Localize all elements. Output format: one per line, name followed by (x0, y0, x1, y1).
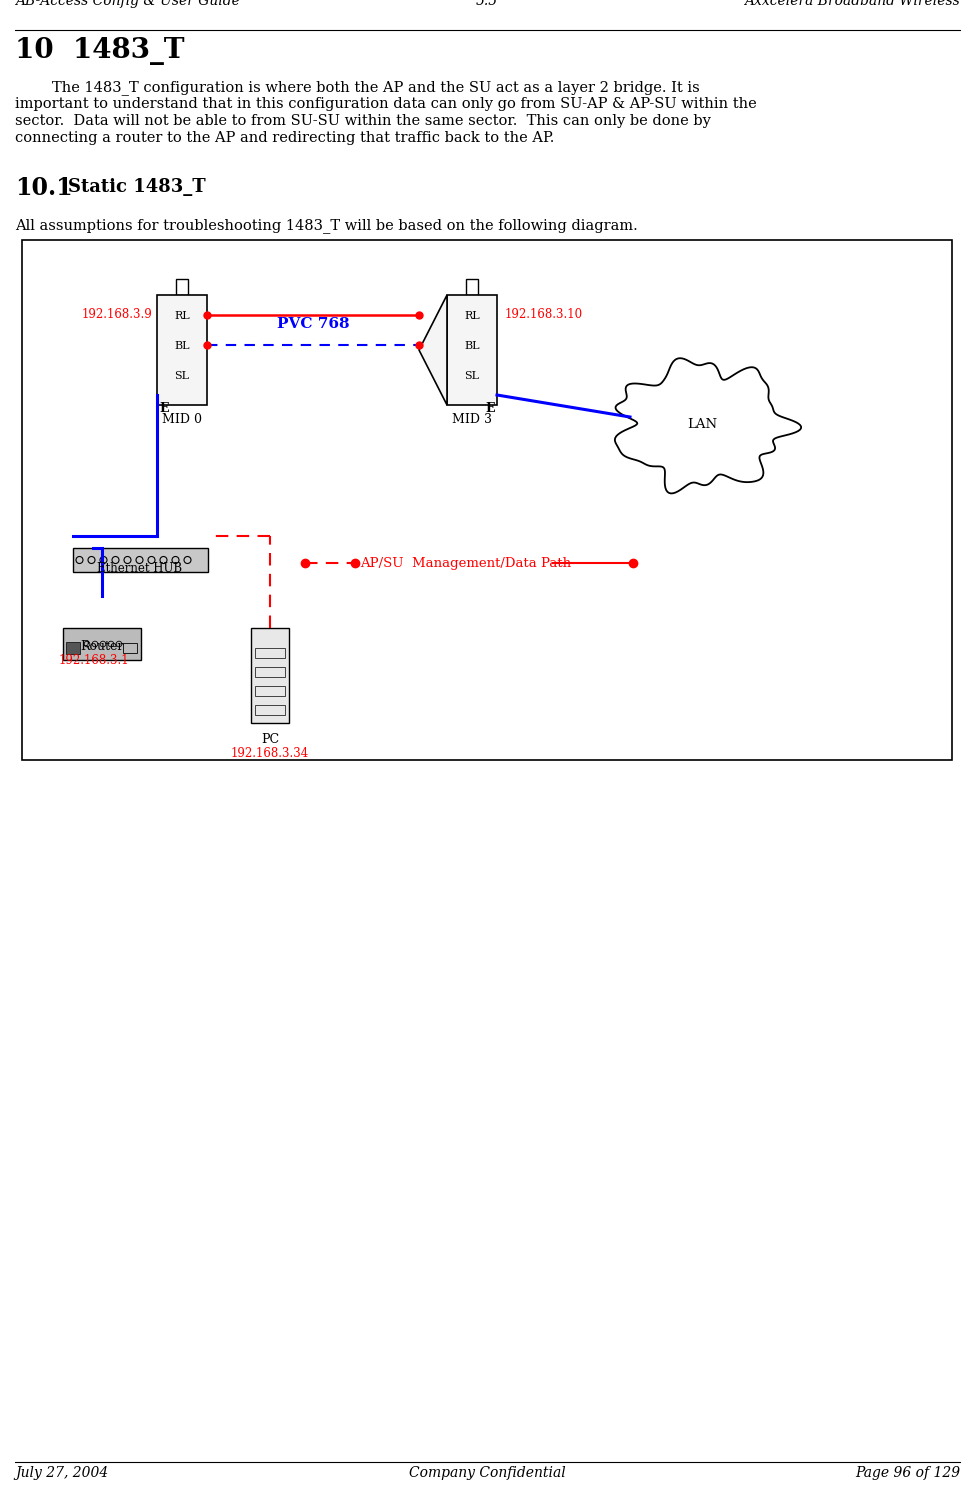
Bar (123, 642, 137, 653)
Text: Ethernet HUB: Ethernet HUB (98, 562, 182, 575)
Text: 192.168.3.10: 192.168.3.10 (505, 308, 583, 321)
Bar (255, 648, 285, 657)
Polygon shape (615, 359, 801, 493)
FancyBboxPatch shape (63, 627, 141, 660)
FancyBboxPatch shape (72, 548, 208, 572)
Text: Axxcelera Broadband Wireless: Axxcelera Broadband Wireless (744, 0, 960, 7)
Text: AB-Access Config & User Guide: AB-Access Config & User Guide (15, 0, 240, 7)
Polygon shape (419, 294, 447, 405)
Text: 10  1483_T: 10 1483_T (15, 37, 184, 66)
Text: connecting a router to the AP and redirecting that traffic back to the AP.: connecting a router to the AP and redire… (15, 131, 555, 145)
Text: E: E (159, 402, 169, 415)
Text: BL: BL (175, 341, 190, 351)
Text: Page 96 of 129: Page 96 of 129 (855, 1466, 960, 1481)
Text: important to understand that in this configuration data can only go from SU-AP &: important to understand that in this con… (15, 97, 757, 111)
Text: E: E (485, 402, 494, 415)
Text: 192.168.3.1: 192.168.3.1 (58, 654, 130, 666)
Bar (255, 705, 285, 716)
Text: RL: RL (175, 311, 190, 321)
Text: BL: BL (464, 341, 480, 351)
Text: 10.1: 10.1 (15, 176, 72, 200)
Text: AP/SU  Management/Data Path: AP/SU Management/Data Path (360, 556, 571, 569)
Text: RL: RL (464, 311, 480, 321)
Text: Company Confidential: Company Confidential (409, 1466, 566, 1481)
Polygon shape (447, 294, 497, 405)
FancyBboxPatch shape (22, 241, 952, 760)
Bar (66, 642, 80, 654)
Text: sector.  Data will not be able to from SU-SU within the same sector.  This can o: sector. Data will not be able to from SU… (15, 114, 711, 128)
Text: All assumptions for troubleshooting 1483_T will be based on the following diagra: All assumptions for troubleshooting 1483… (15, 218, 638, 233)
Text: SL: SL (464, 371, 480, 381)
Text: MID 0: MID 0 (162, 412, 202, 426)
Text: Router: Router (80, 639, 124, 653)
Text: 192.168.3.34: 192.168.3.34 (231, 747, 309, 760)
Polygon shape (157, 294, 207, 405)
Text: The 1483_T configuration is where both the AP and the SU act as a layer 2 bridge: The 1483_T configuration is where both t… (15, 81, 700, 96)
Text: PVC 768: PVC 768 (277, 317, 349, 332)
Text: SL: SL (175, 371, 189, 381)
Bar (255, 666, 285, 677)
Text: 192.168.3.9: 192.168.3.9 (81, 308, 152, 321)
Text: Static 1483_T: Static 1483_T (68, 178, 206, 196)
Text: 5.5: 5.5 (476, 0, 498, 7)
FancyBboxPatch shape (251, 627, 289, 723)
Bar (255, 686, 285, 696)
Text: LAN: LAN (687, 418, 717, 432)
Text: MID 3: MID 3 (452, 412, 492, 426)
Text: July 27, 2004: July 27, 2004 (15, 1466, 108, 1481)
Text: PC: PC (261, 734, 279, 746)
